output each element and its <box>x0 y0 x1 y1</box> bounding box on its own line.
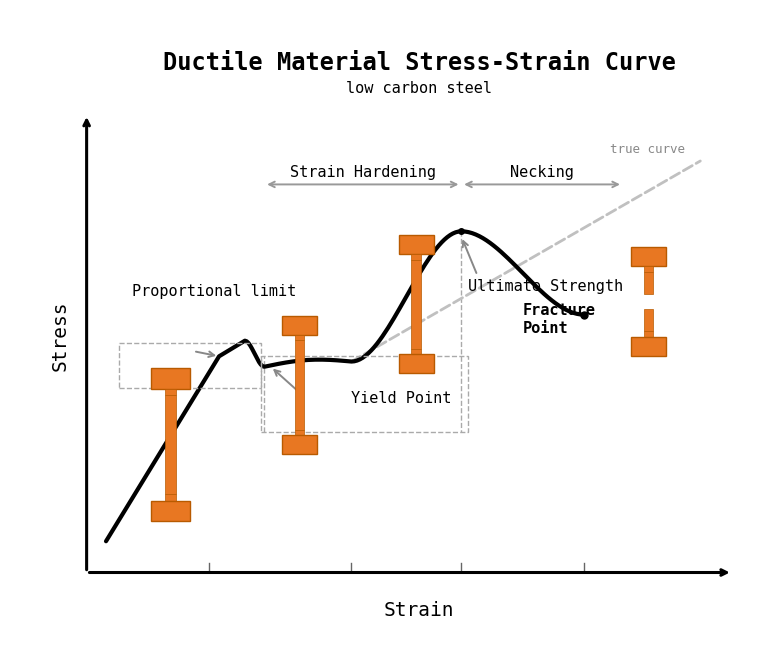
Text: Proportional limit: Proportional limit <box>132 284 296 300</box>
Text: Fracture
Point: Fracture Point <box>522 304 596 336</box>
Text: Yield Point: Yield Point <box>351 391 452 406</box>
Bar <box>644 309 653 331</box>
Bar <box>399 354 433 373</box>
Bar <box>166 389 176 395</box>
Text: true curve: true curve <box>610 143 685 156</box>
Bar <box>119 343 261 388</box>
Text: Strain: Strain <box>384 601 455 620</box>
Text: Strain Hardening: Strain Hardening <box>290 165 436 179</box>
Bar <box>644 331 653 337</box>
Text: Ultimate Strength: Ultimate Strength <box>468 279 623 294</box>
Bar <box>411 259 421 349</box>
Bar <box>644 266 653 272</box>
Bar <box>295 335 304 341</box>
Text: low carbon steel: low carbon steel <box>347 81 492 96</box>
Bar <box>644 272 653 294</box>
Bar <box>282 435 318 454</box>
Text: Ductile Material Stress-Strain Curve: Ductile Material Stress-Strain Curve <box>163 51 676 75</box>
Bar <box>411 349 421 354</box>
Bar <box>295 341 304 429</box>
Bar <box>631 247 666 266</box>
Bar <box>399 235 433 254</box>
Bar <box>631 337 666 355</box>
Bar <box>411 254 421 259</box>
Text: Stress: Stress <box>51 300 70 371</box>
Bar <box>151 368 190 389</box>
Text: Necking: Necking <box>510 165 574 179</box>
Bar <box>151 501 190 521</box>
Bar <box>282 316 318 335</box>
Bar <box>166 495 176 501</box>
Bar <box>166 395 176 495</box>
Bar <box>261 356 468 432</box>
Bar <box>295 429 304 435</box>
